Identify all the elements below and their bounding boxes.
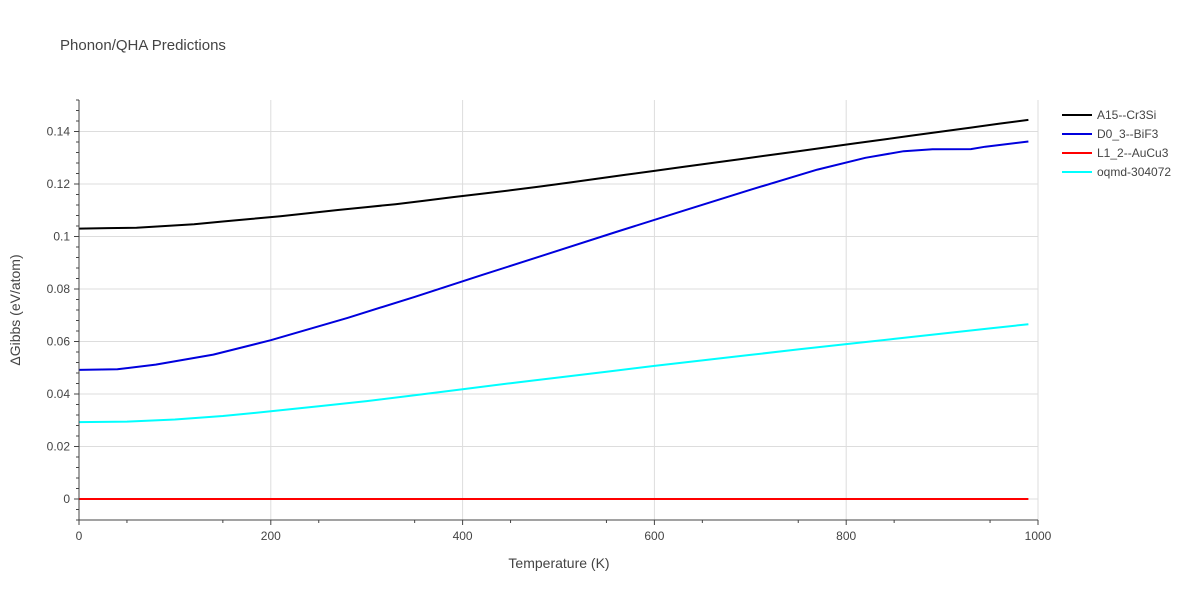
- series-line-A15--Cr3Si: [78, 118, 1029, 230]
- chart-title: Phonon/QHA Predictions: [60, 37, 226, 54]
- x-axis-title: Temperature (K): [508, 555, 609, 571]
- legend-label: L1_2--AuCu3: [1097, 146, 1169, 160]
- y-tick-label: 0.08: [47, 282, 71, 296]
- legend-label: oqmd-304072: [1097, 165, 1171, 179]
- y-ticks: 0 0.02 0.04 0.06 0.08 0.1 0.12 0.14: [47, 99, 79, 521]
- x-tick-label: 800: [836, 529, 856, 543]
- x-tick-label: 0: [76, 529, 83, 543]
- x-tick-label: 200: [261, 529, 281, 543]
- legend-label: D0_3--BiF3: [1097, 127, 1159, 141]
- y-tick-label: 0.04: [47, 387, 71, 401]
- series-line-oqmd-304072: [78, 323, 1029, 424]
- y-tick-label: 0.1: [53, 230, 70, 244]
- y-tick-label: 0.06: [47, 335, 71, 349]
- y-tick-label: 0.14: [47, 125, 71, 139]
- legend-label: A15--Cr3Si: [1097, 108, 1156, 122]
- x-tick-label: 400: [453, 529, 473, 543]
- legend: A15--Cr3Si D0_3--BiF3 L1_2--AuCu3 oqmd-3040…: [1062, 108, 1171, 179]
- x-ticks: 0 200 400 600 800 1000: [76, 520, 1052, 543]
- y-tick-label: 0.12: [47, 177, 71, 191]
- y-tick-label: 0: [63, 492, 70, 506]
- y-axis-title: ΔGibbs (eV/atom): [7, 254, 23, 365]
- x-tick-label: 600: [644, 529, 664, 543]
- y-tick-label: 0.02: [47, 440, 71, 454]
- series-layer: [78, 118, 1029, 500]
- series-line-D0_3--BiF3: [78, 140, 1029, 371]
- x-tick-label: 1000: [1025, 529, 1052, 543]
